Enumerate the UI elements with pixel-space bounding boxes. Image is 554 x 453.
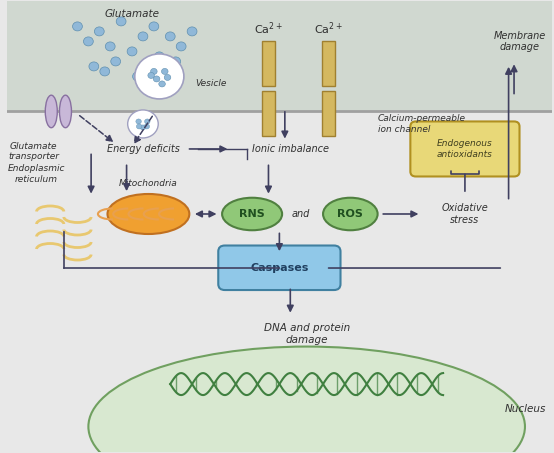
Circle shape <box>132 72 142 81</box>
Text: Mitochondria: Mitochondria <box>119 179 178 188</box>
Text: Glutamate: Glutamate <box>105 9 160 19</box>
Bar <box>322 92 335 136</box>
Circle shape <box>136 124 142 129</box>
Ellipse shape <box>89 347 525 453</box>
Circle shape <box>105 42 115 51</box>
Circle shape <box>138 32 148 41</box>
Circle shape <box>145 119 150 124</box>
Circle shape <box>153 76 160 82</box>
Circle shape <box>155 52 164 61</box>
FancyBboxPatch shape <box>411 121 520 177</box>
Text: Glutamate
transporter: Glutamate transporter <box>8 142 59 161</box>
Circle shape <box>151 68 157 74</box>
Circle shape <box>136 119 141 124</box>
Text: DNA and protein
damage: DNA and protein damage <box>264 323 350 345</box>
Text: Caspases: Caspases <box>250 263 309 273</box>
Ellipse shape <box>45 95 57 128</box>
Text: Nucleus: Nucleus <box>504 404 546 414</box>
Circle shape <box>164 74 171 81</box>
Text: Membrane
damage: Membrane damage <box>494 31 546 52</box>
Circle shape <box>127 110 158 138</box>
Text: Ionic imbalance: Ionic imbalance <box>252 144 329 154</box>
Circle shape <box>187 27 197 36</box>
Text: Endogenous
antioxidants: Endogenous antioxidants <box>437 139 493 159</box>
Text: RNS: RNS <box>239 209 265 219</box>
Circle shape <box>135 54 184 99</box>
Ellipse shape <box>107 194 189 234</box>
Text: ROS: ROS <box>337 209 363 219</box>
FancyBboxPatch shape <box>7 1 552 111</box>
Circle shape <box>144 124 150 129</box>
Circle shape <box>162 68 168 74</box>
Circle shape <box>171 57 181 66</box>
Bar <box>262 92 275 136</box>
Circle shape <box>94 27 104 36</box>
Circle shape <box>111 57 121 66</box>
FancyBboxPatch shape <box>218 246 341 290</box>
Circle shape <box>127 47 137 56</box>
Text: Ca$^{2+}$: Ca$^{2+}$ <box>314 20 343 37</box>
Circle shape <box>140 125 146 130</box>
Bar <box>262 41 275 87</box>
Text: Oxidative
stress: Oxidative stress <box>442 203 488 225</box>
Text: and: and <box>292 209 310 219</box>
Circle shape <box>100 67 110 76</box>
Bar <box>322 41 335 87</box>
Text: Calcium-permeable
ion channel: Calcium-permeable ion channel <box>378 114 465 134</box>
Circle shape <box>89 62 99 71</box>
Circle shape <box>73 22 83 31</box>
Circle shape <box>148 72 155 78</box>
Circle shape <box>143 62 153 71</box>
Circle shape <box>84 37 93 46</box>
Circle shape <box>176 42 186 51</box>
Ellipse shape <box>323 198 378 230</box>
Text: Vesicle: Vesicle <box>195 79 226 88</box>
Circle shape <box>159 81 165 87</box>
Circle shape <box>149 22 159 31</box>
Ellipse shape <box>222 198 282 230</box>
Circle shape <box>116 17 126 26</box>
Circle shape <box>165 32 175 41</box>
Text: Endoplasmic
reticulum: Endoplasmic reticulum <box>8 164 65 183</box>
Ellipse shape <box>59 95 71 128</box>
Text: Energy deficits: Energy deficits <box>106 144 179 154</box>
Text: Ca$^{2+}$: Ca$^{2+}$ <box>254 20 283 37</box>
